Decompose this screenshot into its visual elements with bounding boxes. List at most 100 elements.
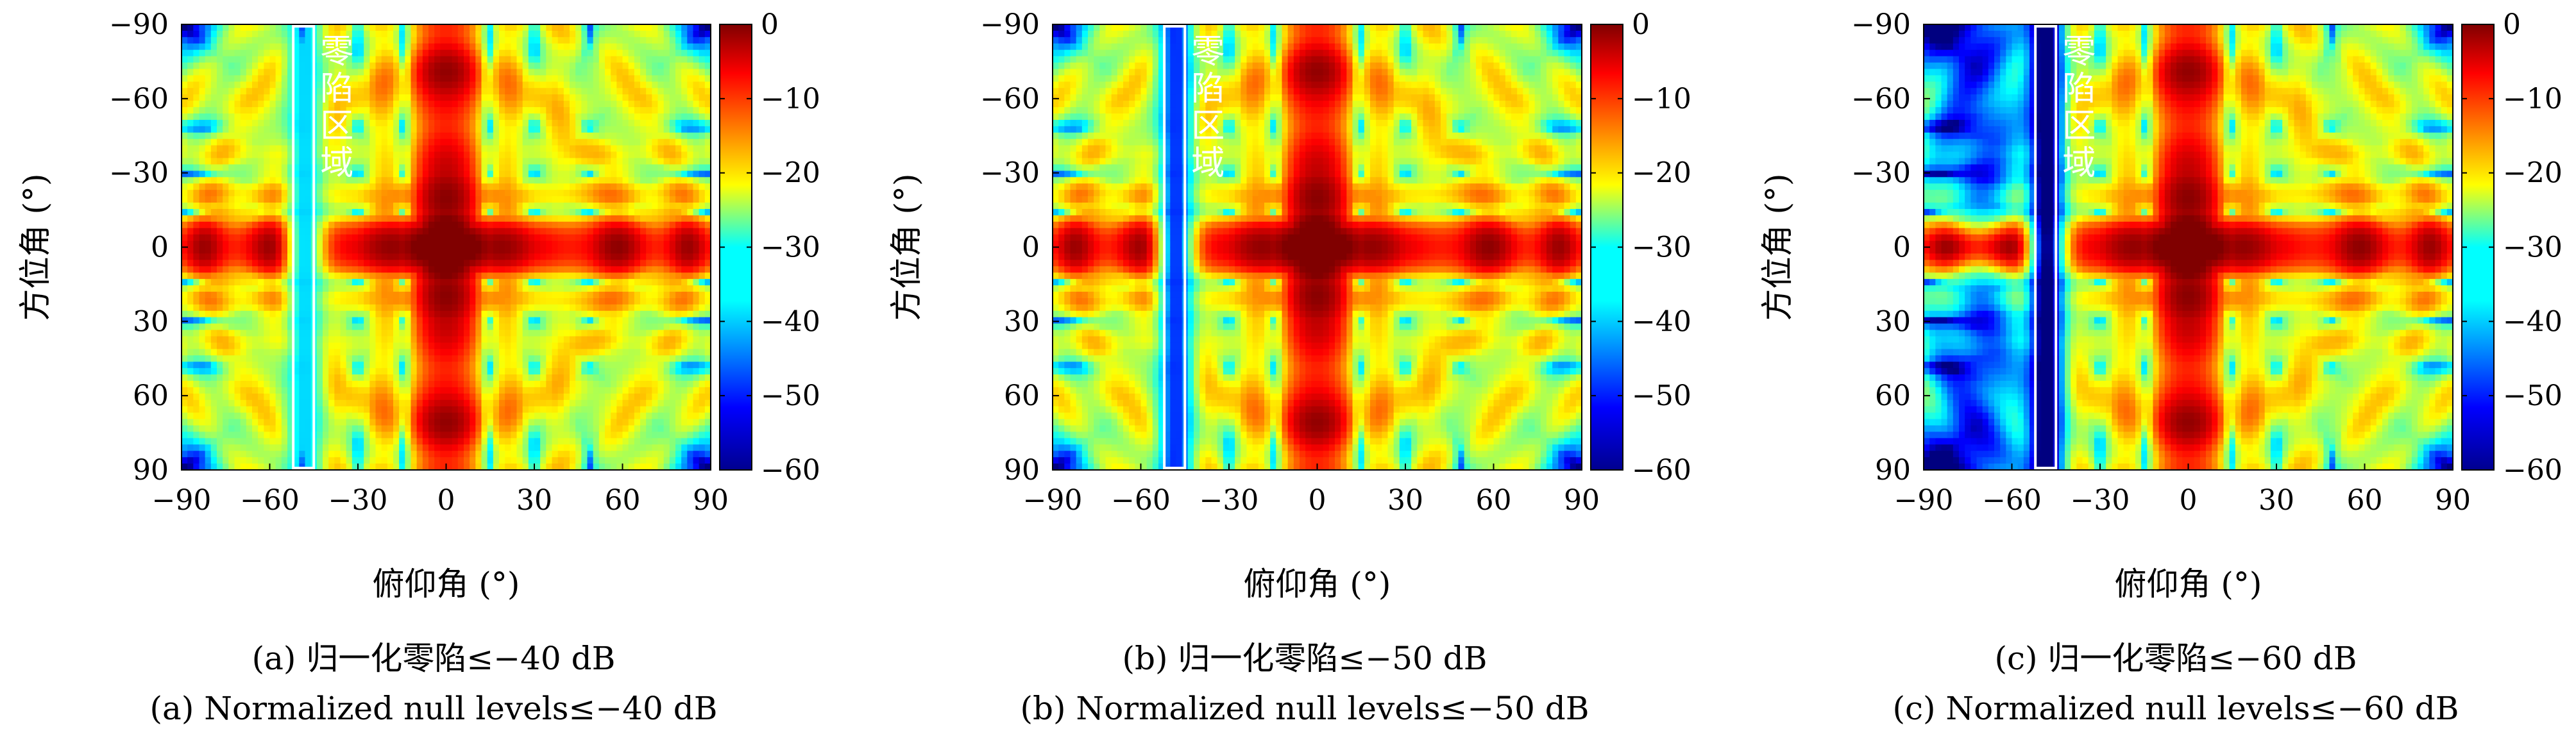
heatmap-cell	[528, 297, 535, 305]
heatmap-cell	[358, 323, 364, 331]
heatmap-cell	[452, 406, 459, 414]
heatmap-cell	[182, 101, 188, 108]
heatmap-cell	[416, 355, 423, 362]
heatmap-cell	[440, 310, 447, 318]
heatmap-cell	[446, 190, 453, 197]
heatmap-cell	[475, 260, 482, 267]
heatmap-cell	[264, 317, 271, 324]
heatmap-cell	[405, 75, 412, 82]
heatmap-cell	[405, 138, 412, 146]
heatmap-cell	[552, 457, 559, 464]
heatmap-cell	[475, 444, 482, 451]
heatmap-cell	[570, 49, 576, 57]
heatmap-cell	[598, 183, 606, 190]
heatmap-cell	[334, 151, 341, 159]
heatmap-cell	[228, 30, 235, 38]
heatmap-cell	[464, 399, 470, 407]
heatmap-cell	[499, 221, 505, 229]
heatmap-cell	[381, 196, 388, 203]
heatmap-cell	[557, 203, 564, 210]
heatmap-cell	[346, 190, 353, 197]
heatmap-cell	[505, 183, 511, 190]
heatmap-cell	[258, 317, 264, 324]
heatmap-cell	[316, 292, 323, 299]
heatmap-cell	[323, 107, 329, 114]
heatmap-cell	[464, 381, 470, 388]
heatmap-cell	[428, 292, 435, 299]
heatmap-cell	[422, 107, 429, 114]
heatmap-cell	[358, 196, 364, 203]
heatmap-cell	[457, 107, 464, 114]
heatmap-cell	[581, 43, 588, 51]
heatmap-cell	[399, 88, 405, 95]
heatmap-cell	[422, 374, 429, 381]
heatmap-cell	[475, 88, 482, 95]
heatmap-cell	[598, 101, 606, 108]
heatmap-cell	[323, 342, 329, 349]
heatmap-cell	[440, 374, 447, 381]
heatmap-cell	[346, 342, 353, 349]
heatmap-cell	[570, 317, 576, 324]
heatmap-cell	[516, 132, 523, 140]
heatmap-cell	[575, 247, 582, 255]
heatmap-cell	[281, 272, 288, 280]
heatmap-cell	[505, 177, 511, 184]
heatmap-cell	[487, 151, 494, 159]
heatmap-cell	[399, 355, 405, 362]
heatmap-cell	[375, 323, 382, 331]
heatmap-cell	[563, 24, 570, 31]
heatmap-cell	[210, 75, 217, 82]
heatmap-cell	[522, 419, 529, 426]
heatmap-cell	[199, 323, 206, 331]
heatmap-cell	[328, 151, 335, 159]
heatmap-cell	[428, 81, 435, 88]
heatmap-cell	[516, 88, 523, 95]
heatmap-cell	[269, 253, 276, 260]
heatmap-cell	[323, 240, 329, 248]
heatmap-cell	[440, 234, 447, 242]
heatmap-cell	[399, 215, 405, 222]
heatmap-cell	[328, 190, 335, 197]
heatmap-cell	[570, 37, 576, 44]
heatmap-cell	[269, 310, 276, 318]
heatmap-cell	[287, 183, 294, 190]
heatmap-cell	[387, 362, 394, 369]
heatmap-cell	[293, 107, 300, 114]
heatmap-cell	[228, 203, 235, 210]
heatmap-cell	[552, 158, 559, 165]
heatmap-cell	[258, 310, 264, 318]
heatmap-cell	[481, 75, 488, 82]
heatmap-cell	[481, 297, 488, 305]
heatmap-cell	[287, 457, 294, 464]
heatmap-cell	[598, 81, 606, 88]
heatmap-cell	[587, 368, 594, 375]
heatmap-cell	[405, 374, 412, 381]
heatmap-cell	[369, 464, 377, 471]
heatmap-cell	[511, 138, 518, 146]
heatmap-cell	[275, 126, 282, 133]
heatmap-cell	[505, 101, 511, 108]
heatmap-cell	[464, 183, 470, 190]
heatmap-cell	[293, 279, 300, 286]
heatmap-cell	[593, 69, 600, 76]
heatmap-cell	[352, 171, 359, 178]
heatmap-cell	[563, 323, 570, 331]
heatmap-cell	[470, 69, 476, 76]
heatmap-cell	[598, 107, 606, 114]
heatmap-cell	[546, 43, 553, 51]
heatmap-cell	[305, 393, 312, 401]
heatmap-cell	[223, 49, 229, 57]
heatmap-cell	[563, 310, 570, 318]
heatmap-cell	[323, 158, 329, 165]
heatmap-cell	[570, 132, 576, 140]
heatmap-cell	[546, 107, 553, 114]
heatmap-cell	[234, 138, 241, 146]
heatmap-cell	[493, 43, 500, 51]
heatmap-cell	[475, 310, 482, 318]
heatmap-cell	[281, 101, 288, 108]
heatmap-cell	[269, 221, 276, 229]
heatmap-cell	[428, 368, 435, 375]
heatmap-cell	[464, 49, 470, 57]
heatmap-cell	[552, 119, 559, 127]
heatmap-cell	[323, 119, 329, 127]
